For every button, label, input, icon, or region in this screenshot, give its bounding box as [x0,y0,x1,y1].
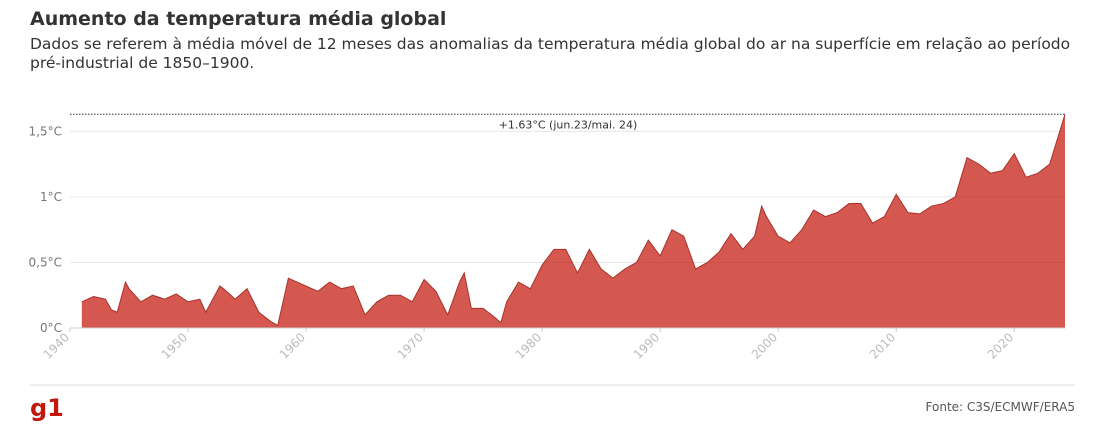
annotation-label: +1.63°C (jun.23/mai. 24) [499,118,638,131]
x-tick-label: 2020 [985,330,1016,361]
source: Fonte: C3S/ECMWF/ERA5 [926,400,1075,414]
x-tick-label: 1980 [513,330,544,361]
y-tick-label: 1°C [40,190,62,204]
chart-title: Aumento da temperatura média global [30,8,447,30]
y-tick-label: 0,5°C [29,255,62,269]
x-tick-label: 1990 [631,330,662,361]
x-tick-label: 2010 [867,330,898,361]
logo: g1 [30,394,64,422]
line [81,114,1066,327]
x-tick-label: 2000 [749,330,780,361]
y-tick-label: 1,5°C [29,124,62,138]
chart-subtitle: Dados se referem à média móvel de 12 mes… [30,35,1071,72]
x-tick-label: 1960 [277,330,308,361]
x-tick-label: 1970 [395,330,426,361]
y-tick-label: 0°C [40,321,62,335]
area [81,114,1065,329]
x-tick-label: 1950 [159,330,190,361]
